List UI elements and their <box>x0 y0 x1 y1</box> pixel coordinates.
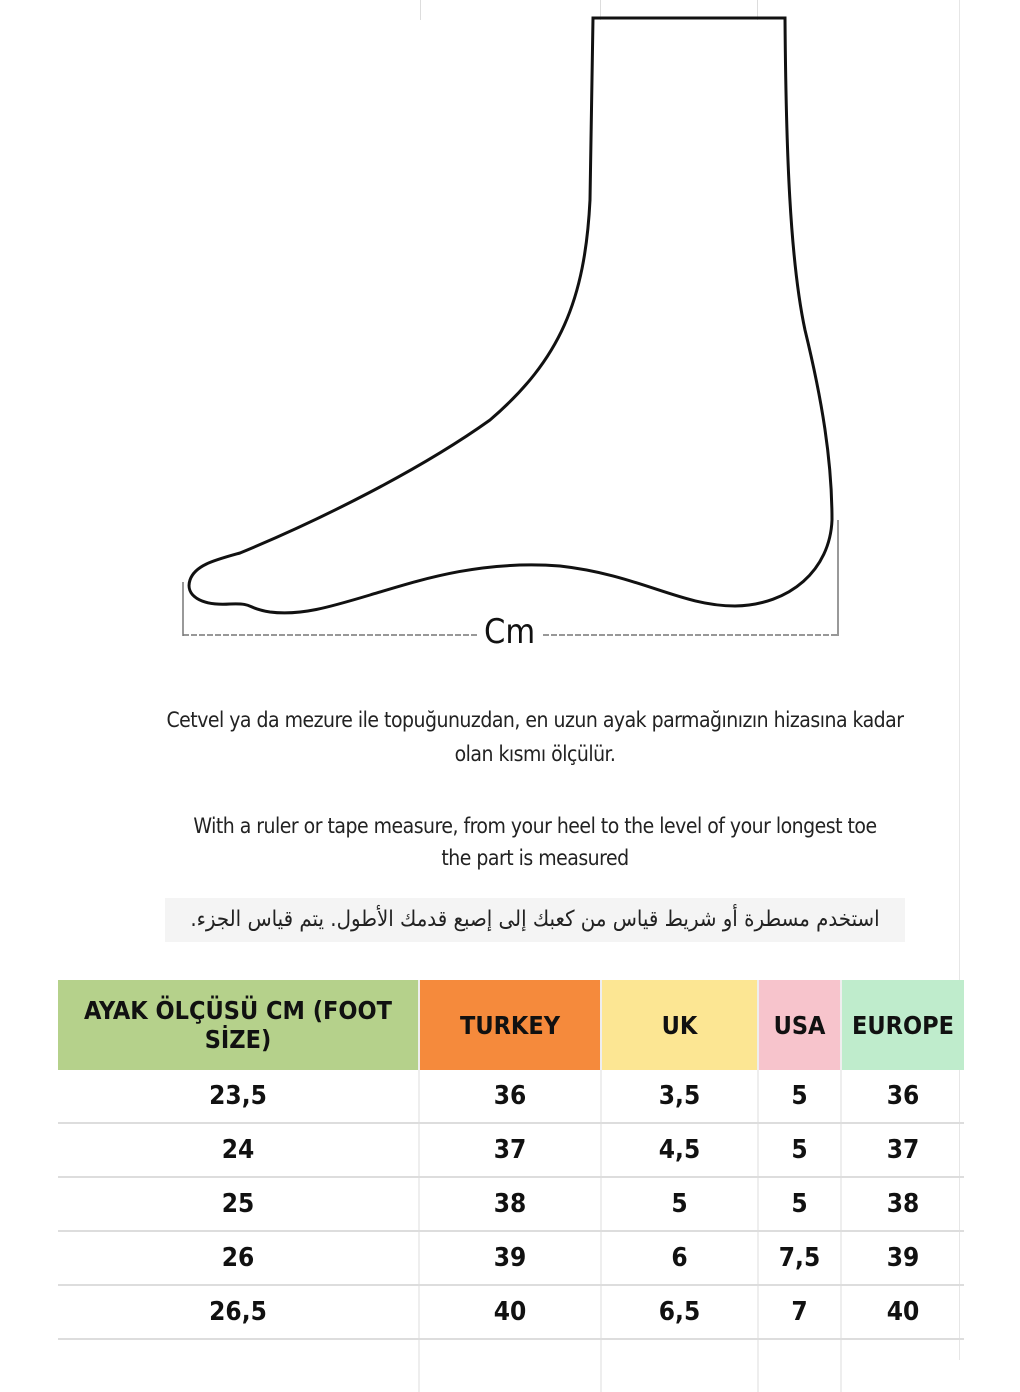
cell-uk: 6 <box>600 1231 758 1286</box>
arabic-instruction: استخدم مسطرة أو شريط قياس من كعبك إلى إص… <box>165 898 905 942</box>
cell-europe: 40 <box>840 1285 964 1340</box>
cell-turkey: 38 <box>418 1177 601 1232</box>
cell-empty <box>418 1339 601 1392</box>
english-instruction-line2: the part is measured <box>441 846 629 870</box>
header-turkey: TURKEY <box>418 980 601 1070</box>
cell-usa: 7 <box>757 1285 841 1340</box>
cell-uk: 5 <box>600 1177 758 1232</box>
grid-line <box>757 0 758 20</box>
grid-line <box>600 0 601 20</box>
header-foot-size: AYAK ÖLÇÜSÜ CM (FOOT SİZE) <box>58 980 419 1070</box>
cell-europe: 36 <box>840 1070 964 1124</box>
cell-turkey: 37 <box>418 1123 601 1178</box>
cell-foot-size: 26,5 <box>58 1285 419 1340</box>
table-row-empty <box>58 1339 964 1392</box>
cell-foot-size: 23,5 <box>58 1070 419 1124</box>
cell-turkey: 39 <box>418 1231 601 1286</box>
cell-usa: 5 <box>757 1123 841 1178</box>
turkish-instruction-line1: Cetvel ya da mezure ile topuğunuzdan, en… <box>166 708 904 732</box>
cell-foot-size: 24 <box>58 1123 419 1178</box>
english-instruction-line1: With a ruler or tape measure, from your … <box>193 814 877 838</box>
table-row: 26,5 40 6,5 7 40 <box>58 1285 964 1340</box>
cell-usa: 5 <box>757 1177 841 1232</box>
cell-turkey: 36 <box>418 1070 601 1124</box>
size-table: AYAK ÖLÇÜSÜ CM (FOOT SİZE) TURKEY UK USA… <box>58 980 964 1392</box>
cell-europe: 37 <box>840 1123 964 1178</box>
grid-line <box>959 0 960 1360</box>
cell-foot-size: 25 <box>58 1177 419 1232</box>
cell-europe: 39 <box>840 1231 964 1286</box>
cell-empty <box>840 1339 964 1392</box>
cell-uk: 6,5 <box>600 1285 758 1340</box>
cell-uk: 3,5 <box>600 1070 758 1124</box>
cell-empty <box>600 1339 758 1392</box>
header-usa: USA <box>757 980 841 1070</box>
cell-turkey: 40 <box>418 1285 601 1340</box>
cell-empty <box>58 1339 419 1392</box>
cell-empty <box>757 1339 841 1392</box>
turkish-instruction-line2: olan kısmı ölçülür. <box>454 742 616 766</box>
measurement-label: Cm <box>478 612 542 652</box>
header-uk: UK <box>600 980 758 1070</box>
cell-europe: 38 <box>840 1177 964 1232</box>
table-row: 24 37 4,5 5 37 <box>58 1123 964 1178</box>
cell-usa: 7,5 <box>757 1231 841 1286</box>
table-row: 23,5 36 3,5 5 36 <box>58 1070 964 1124</box>
cell-foot-size: 26 <box>58 1231 419 1286</box>
cell-usa: 5 <box>757 1070 841 1124</box>
foot-outline-illustration <box>182 16 839 636</box>
cell-uk: 4,5 <box>600 1123 758 1178</box>
table-row: 25 38 5 5 38 <box>58 1177 964 1232</box>
table-row: 26 39 6 7,5 39 <box>58 1231 964 1286</box>
grid-line <box>420 0 421 20</box>
table-header-row: AYAK ÖLÇÜSÜ CM (FOOT SİZE) TURKEY UK USA… <box>58 980 964 1070</box>
header-europe: EUROPE <box>840 980 964 1070</box>
